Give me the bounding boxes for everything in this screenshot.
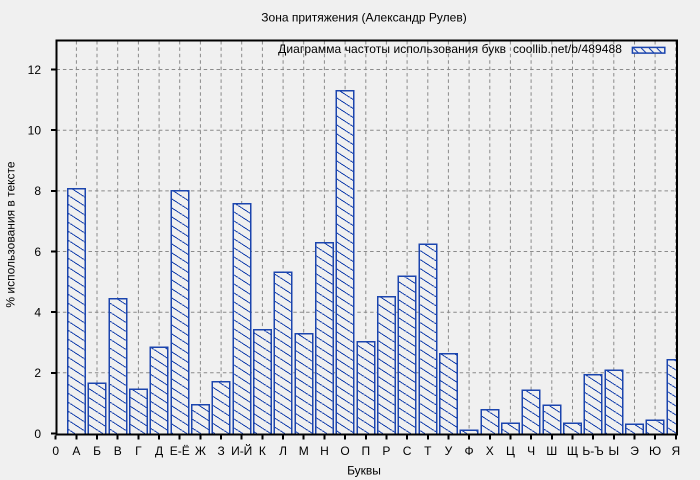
svg-text:И-Й: И-Й: [231, 443, 252, 458]
svg-text:Л: Л: [279, 444, 287, 458]
svg-text:Д: Д: [155, 444, 163, 458]
svg-text:Ю: Ю: [649, 444, 661, 458]
svg-text:Ь-Ъ: Ь-Ъ: [582, 444, 603, 458]
svg-text:З: З: [217, 444, 224, 458]
svg-text:Ж: Ж: [195, 444, 206, 458]
svg-text:У: У: [445, 444, 453, 458]
svg-text:% использования в тексте: % использования в тексте: [4, 161, 18, 307]
svg-text:П: П: [361, 444, 370, 458]
svg-text:Щ: Щ: [567, 444, 578, 458]
svg-text:О: О: [340, 444, 349, 458]
svg-text:Б: Б: [93, 444, 101, 458]
svg-text:Диаграмма частоты использовани: Диаграмма частоты использования букв coo…: [278, 42, 622, 56]
svg-text:2: 2: [34, 366, 41, 380]
svg-text:А: А: [72, 444, 80, 458]
svg-text:Н: Н: [320, 444, 329, 458]
svg-text:Ф: Ф: [465, 444, 474, 458]
svg-text:Ч: Ч: [527, 444, 535, 458]
svg-text:0: 0: [34, 427, 41, 441]
svg-text:Зона притяжения (Александр Рул: Зона притяжения (Александр Рулев): [261, 11, 466, 25]
svg-text:12: 12: [28, 63, 42, 77]
svg-text:Е-Ё: Е-Ё: [170, 444, 190, 458]
svg-text:10: 10: [28, 124, 42, 138]
svg-text:0: 0: [52, 444, 59, 458]
svg-text:Х: Х: [486, 444, 494, 458]
svg-text:К: К: [259, 444, 266, 458]
svg-text:М: М: [299, 444, 309, 458]
svg-text:8: 8: [34, 184, 41, 198]
svg-text:6: 6: [34, 245, 41, 259]
svg-text:Р: Р: [382, 444, 390, 458]
svg-text:Буквы: Буквы: [347, 464, 381, 478]
svg-text:Ш: Ш: [546, 444, 557, 458]
svg-text:В: В: [114, 444, 122, 458]
svg-text:Г: Г: [135, 444, 142, 458]
svg-text:Э: Э: [630, 444, 639, 458]
svg-text:Т: Т: [424, 444, 432, 458]
svg-text:Я: Я: [671, 444, 680, 458]
svg-text:С: С: [403, 444, 412, 458]
svg-text:Ы: Ы: [608, 444, 619, 458]
svg-text:Ц: Ц: [506, 444, 515, 458]
svg-text:4: 4: [34, 306, 41, 320]
